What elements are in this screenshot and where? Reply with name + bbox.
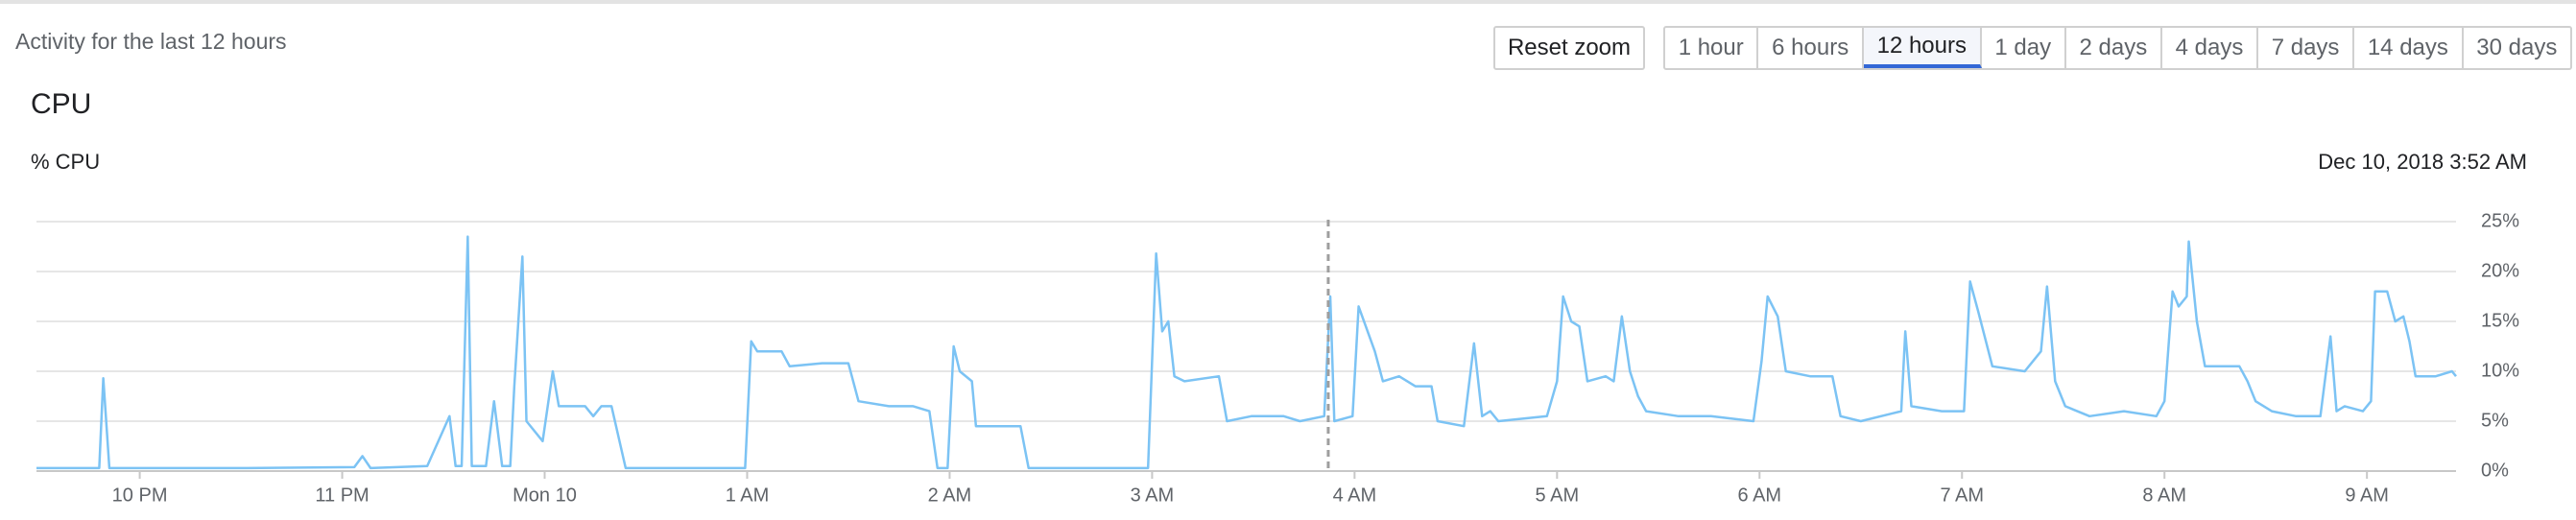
x-tick-label: 2 AM bbox=[928, 485, 972, 506]
x-tick-label: 5 AM bbox=[1536, 485, 1580, 506]
x-tick-label: 7 AM bbox=[1940, 485, 1984, 506]
x-tick-label: 10 PM bbox=[112, 485, 168, 506]
x-tick-label: 6 AM bbox=[1738, 485, 1782, 506]
x-tick-label: 1 AM bbox=[726, 485, 770, 506]
x-tick-label: Mon 10 bbox=[513, 485, 577, 506]
activity-title: Activity for the last 12 hours bbox=[15, 29, 287, 54]
top-border bbox=[0, 0, 2576, 4]
cpu-line bbox=[36, 235, 2457, 470]
range-button[interactable]: 4 days bbox=[2162, 28, 2259, 68]
cursor-label: Dec 10, 2018 3:52 AM bbox=[2318, 150, 2527, 174]
range-button[interactable]: 30 days bbox=[2476, 35, 2558, 60]
x-tick-label: 9 AM bbox=[2345, 485, 2389, 506]
range-button[interactable]: 1 day bbox=[1982, 28, 2066, 68]
range-button[interactable]: 6 hours bbox=[1758, 28, 1864, 68]
reset-zoom-button[interactable]: Reset zoom bbox=[1493, 26, 1645, 70]
x-tick-label: 8 AM bbox=[2142, 485, 2186, 506]
y-tick-label: 0% bbox=[2481, 460, 2509, 481]
y-axis-label: % CPU bbox=[31, 150, 100, 174]
x-tick-label: 11 PM bbox=[315, 485, 369, 506]
y-tick-label: 25% bbox=[2481, 210, 2519, 231]
chart-title: CPU bbox=[31, 88, 91, 120]
x-tick-label: 4 AM bbox=[1333, 485, 1377, 506]
range-button[interactable]: 2 days bbox=[2066, 28, 2162, 68]
range-button[interactable]: 14 days bbox=[2354, 28, 2464, 68]
y-tick-label: 5% bbox=[2481, 410, 2509, 431]
range-button[interactable]: 1 hour bbox=[1665, 28, 1759, 68]
y-tick-label: 10% bbox=[2481, 360, 2519, 381]
y-tick-label: 15% bbox=[2481, 310, 2519, 331]
x-tick-label: 3 AM bbox=[1131, 485, 1175, 506]
y-tick-label: 20% bbox=[2481, 260, 2519, 281]
range-button[interactable]: 12 hours bbox=[1863, 28, 1982, 68]
range-button[interactable]: 7 days bbox=[2258, 28, 2355, 68]
range-selector: 1 hour 6 hours 12 hours 1 day 2 days 4 days 7 … bbox=[1663, 26, 2572, 70]
